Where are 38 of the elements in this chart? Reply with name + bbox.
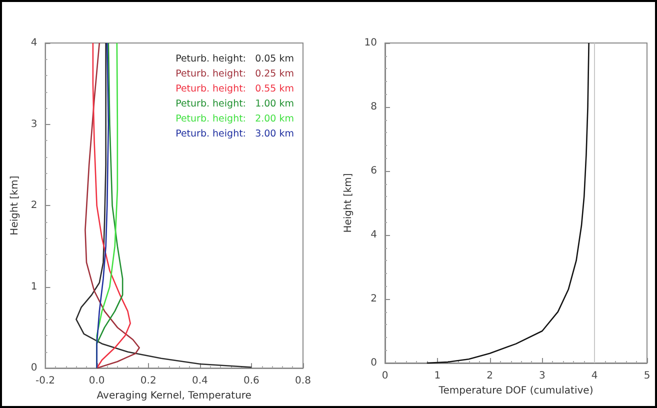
y-tick-label: 0 (30, 362, 38, 374)
x-axis-title: Averaging Kernel, Temperature (96, 390, 252, 402)
line-series (84, 42, 140, 369)
x-tick-label: -0.2 (36, 376, 56, 387)
line-series (96, 42, 110, 369)
x-tick-label: 0.2 (140, 376, 156, 387)
text: Peturb. height: 3.00 km (176, 128, 294, 140)
x-tick-label: 0.6 (244, 376, 260, 387)
x-tick-label: 1 (434, 370, 441, 382)
x-tick-label: 0.8 (295, 376, 311, 387)
line-series (92, 42, 131, 369)
x-tick-label: 3 (539, 370, 546, 382)
x-tick-label: 4 (591, 370, 598, 382)
y-tick-label: 3 (30, 118, 38, 130)
y-tick-label: 0 (370, 358, 377, 368)
x-tick-label: 0.0 (88, 376, 105, 387)
x-axis-title: Temperature DOF (cumulative) (438, 385, 594, 396)
line-series (426, 42, 590, 364)
y-tick-label: 4 (370, 230, 377, 240)
y-tick-label: 10 (364, 38, 377, 48)
line-series (76, 42, 252, 368)
y-tick-label: 4 (30, 38, 38, 48)
y-tick-label: 6 (370, 166, 377, 176)
x-tick-label: 2 (486, 370, 493, 382)
text: Peturb. height: 2.00 km (176, 114, 294, 124)
y-tick-label: 8 (370, 102, 377, 112)
y-tick-label: 2 (370, 294, 377, 304)
x-tick-label: 5 (644, 370, 650, 382)
x-tick-label: 0 (382, 370, 388, 382)
text: Peturb. height: 0.05 km (176, 54, 294, 64)
x-tick-label: 0.4 (192, 376, 208, 387)
y-tick-label: 1 (30, 281, 38, 292)
text: Peturb. height: 1.00 km (176, 98, 294, 110)
text: Peturb. height: 0.25 km (176, 68, 294, 80)
text: Peturb. height: 0.55 km (176, 84, 294, 94)
y-tick-label: 2 (30, 200, 38, 212)
y-axis-title: Height [km] (342, 173, 354, 233)
y-axis-title: Height [km] (10, 176, 20, 236)
